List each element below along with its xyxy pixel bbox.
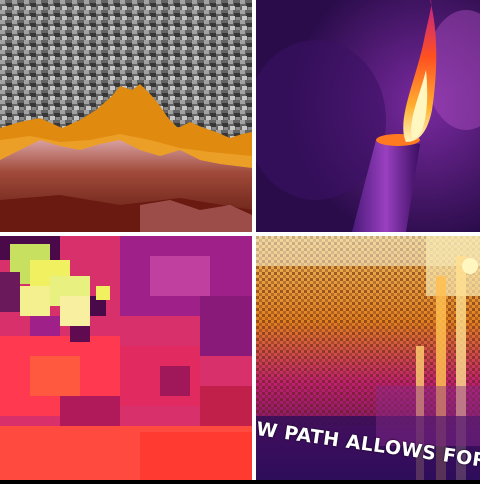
ironbow-thermal-surface-image — [256, 236, 480, 480]
vertical-divider — [252, 0, 256, 480]
magenta-pixelated-thermal-image — [0, 236, 252, 480]
grayscale-thermal-terrain-image — [0, 0, 252, 232]
magenta-pixelated-thermal-tile — [0, 236, 252, 480]
horizontal-divider — [0, 232, 480, 236]
purple-thermal-flame-image — [256, 0, 480, 232]
purple-thermal-flame-tile — [256, 0, 480, 232]
ironbow-thermal-surface-tile — [256, 236, 480, 480]
grayscale-thermal-terrain-tile — [0, 0, 252, 232]
